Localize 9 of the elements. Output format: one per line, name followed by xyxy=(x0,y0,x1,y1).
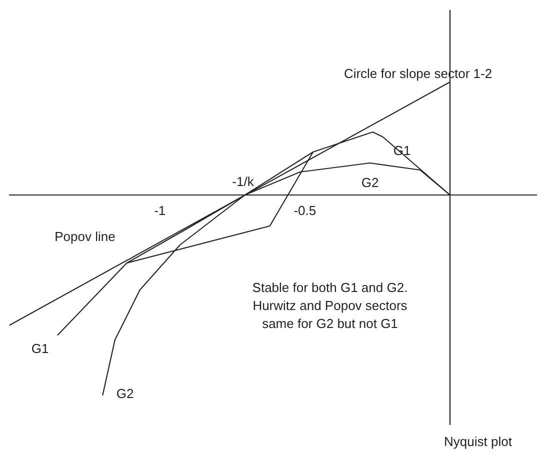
annotation: G1 xyxy=(31,341,49,356)
annotation: G2 xyxy=(361,175,379,190)
x-tick-label: -0.5 xyxy=(294,203,316,218)
annotation: G2 xyxy=(116,386,134,401)
annotation: Popov line xyxy=(54,229,116,244)
x-tick-label: -1 xyxy=(154,203,166,218)
text: Nyquist plot xyxy=(444,434,512,449)
annotation: Stable for both G1 and G2. Hurwitz and Popov sectors same for G2 but not G1 xyxy=(252,280,408,331)
annotation: -1/k xyxy=(232,174,254,189)
